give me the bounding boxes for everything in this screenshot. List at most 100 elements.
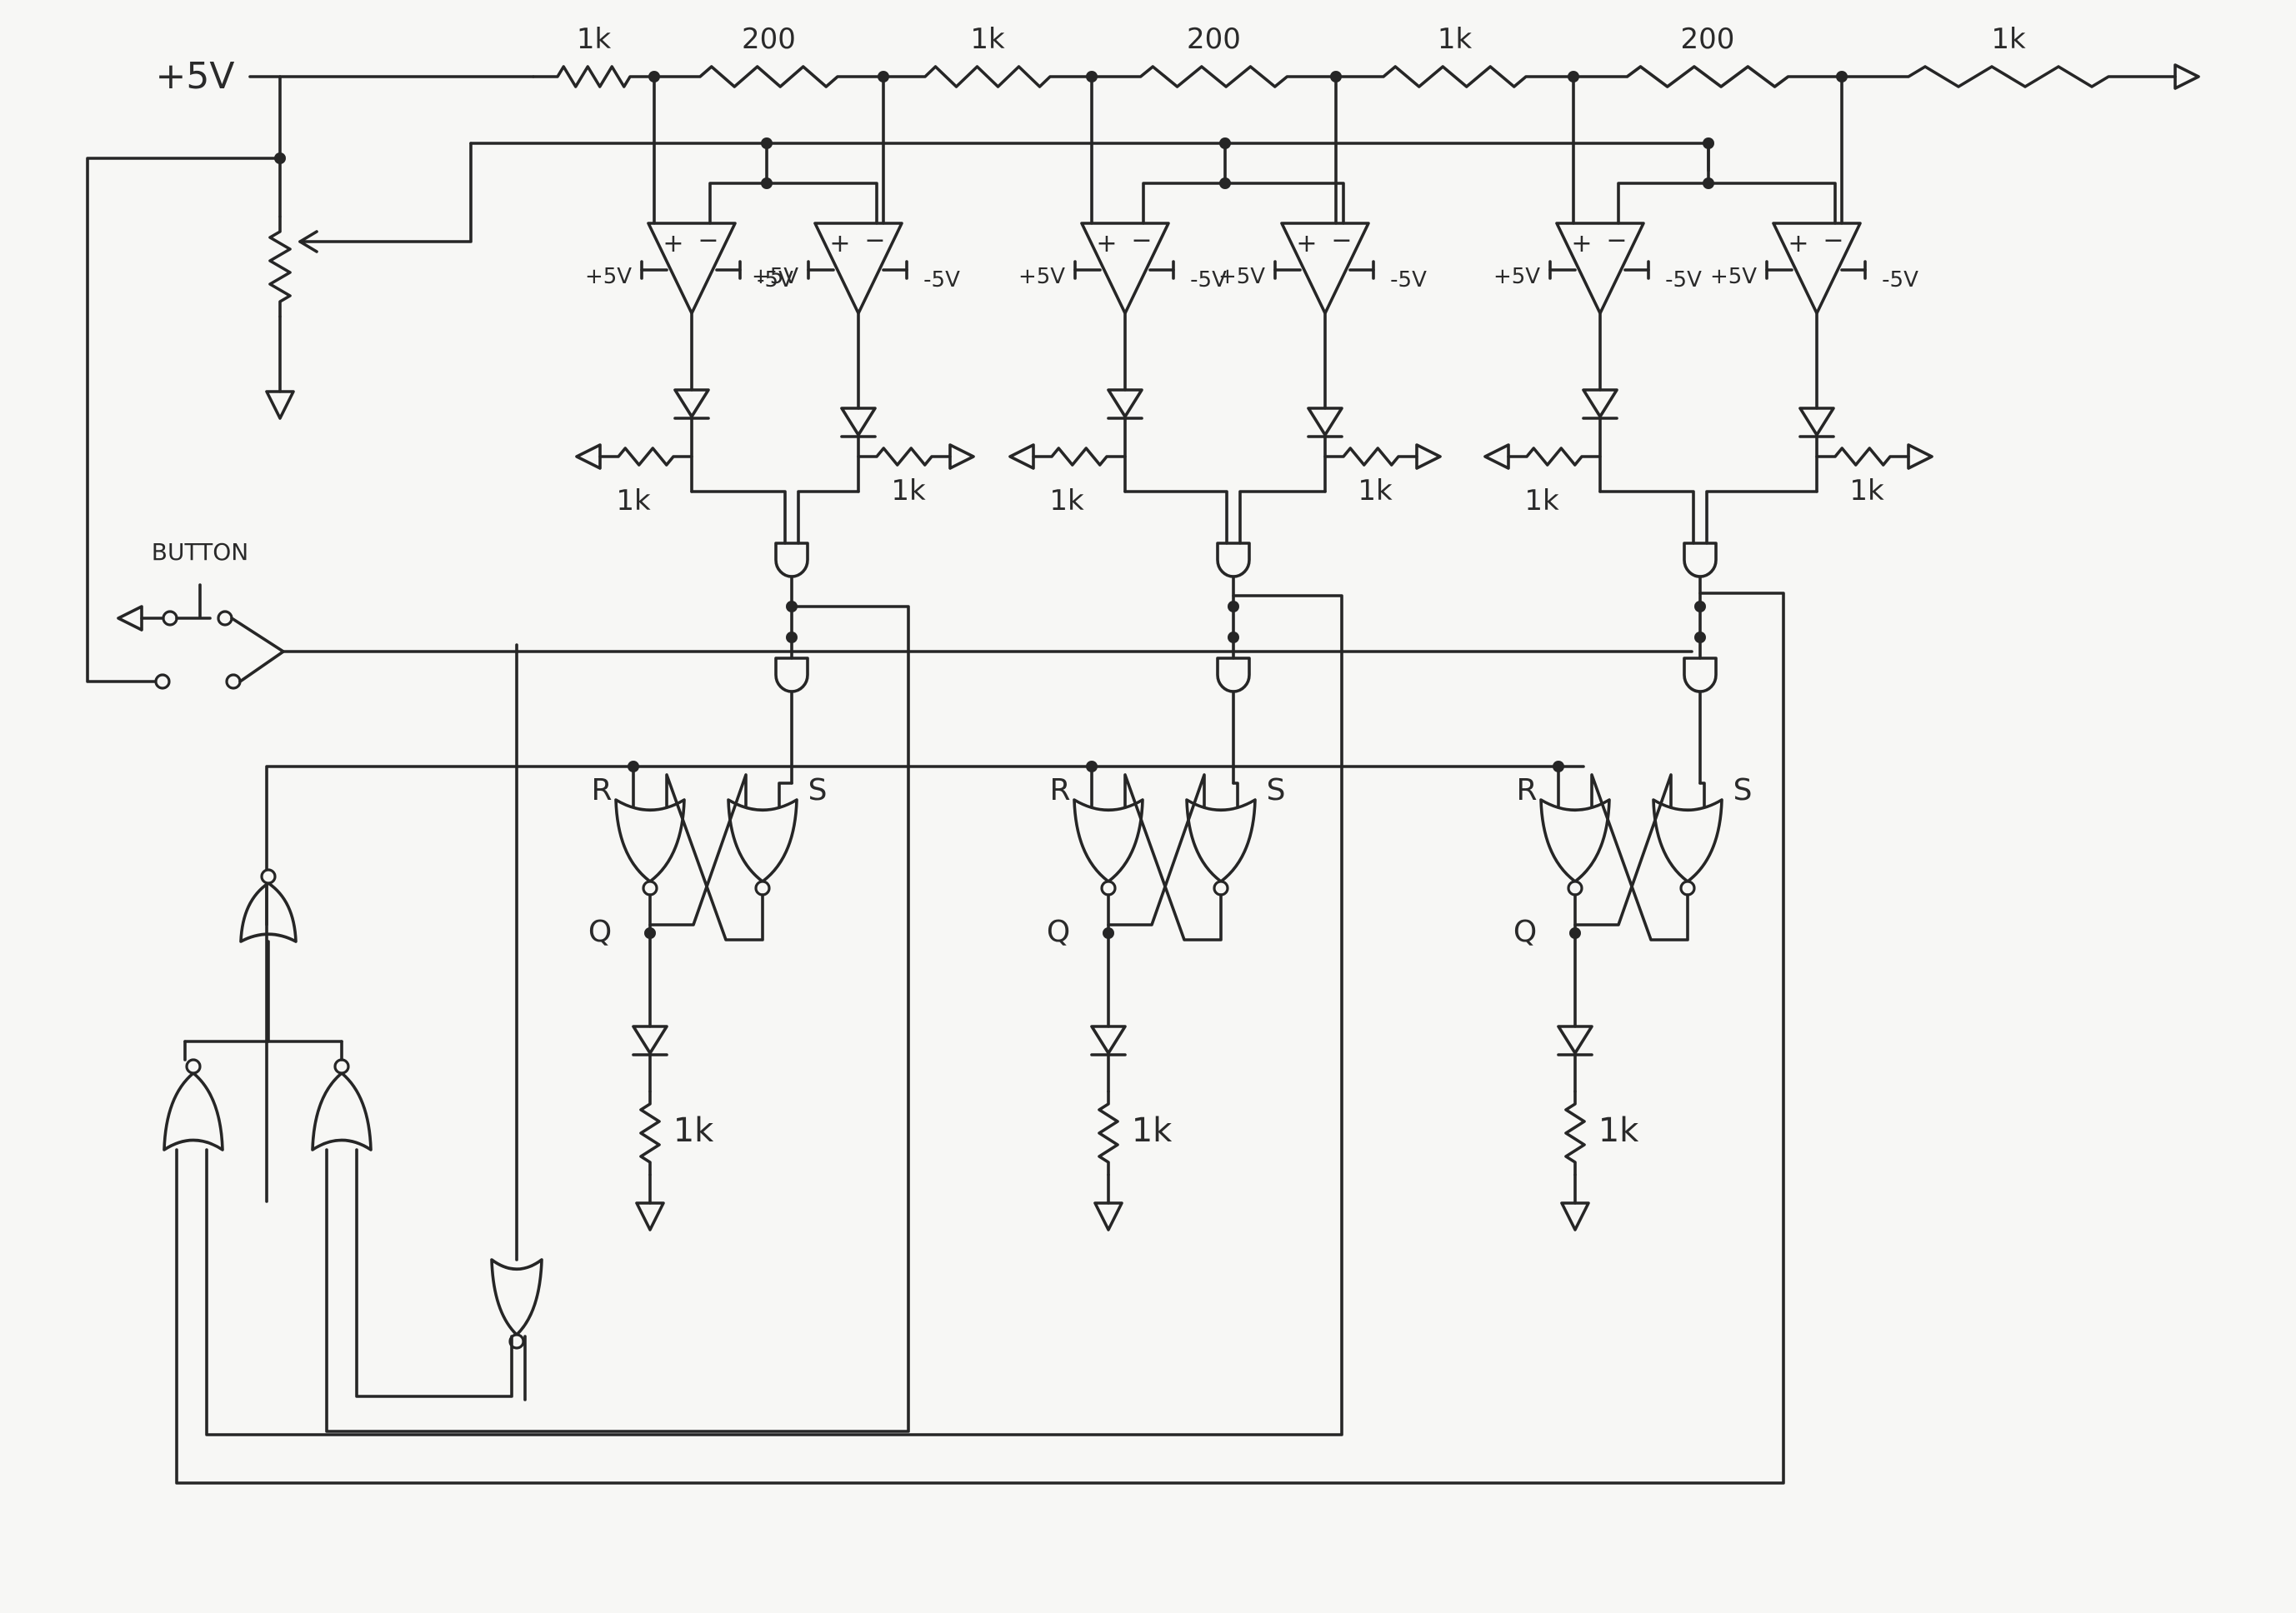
window-and-gate-icon [1683, 542, 1718, 578]
inverter-bubble-icon [1679, 880, 1696, 896]
diode-icon [1090, 1025, 1127, 1055]
diode-icon [1798, 407, 1835, 437]
latch-reset-label: R [591, 773, 612, 807]
wire [1123, 490, 1228, 545]
led-resistor-icon [1098, 1090, 1119, 1176]
reset-logic [163, 592, 1785, 1485]
latch-q-label: Q [588, 915, 612, 949]
pulldown-resistor-icon [1815, 447, 1910, 467]
diode-icon [1107, 388, 1143, 418]
switch-contact-icon [225, 673, 242, 690]
resistor-icon [882, 65, 1093, 88]
op-amp-comparator: + −+5V -5V [752, 222, 960, 315]
latch-reset-label: R [1516, 773, 1537, 807]
wire [1698, 782, 1706, 808]
inverting-input-sign: − [1131, 226, 1152, 255]
non-inverting-input-sign: + [829, 229, 850, 258]
cross-couple-wire [1573, 773, 1673, 926]
op-amp-comparator: + −+5V -5V [585, 222, 793, 315]
set-nor-gate-icon [1652, 798, 1723, 883]
potentiometer-resistor-icon [268, 215, 292, 318]
op-amp-positive-supply-label: +5V [752, 264, 798, 289]
op-amp-positive-supply-label: +5V [1493, 264, 1540, 289]
reset-nor-gate-icon [614, 798, 686, 883]
ladder-resistor-label: 1k [577, 22, 612, 56]
pulldown-resistor-label: 1k [891, 474, 926, 507]
wire [1598, 490, 1695, 545]
inverter-bubble-icon [1100, 880, 1117, 896]
ladder-resistor-label: 200 [742, 22, 796, 56]
reference-bus [469, 142, 1710, 172]
ground-icon [265, 390, 295, 420]
ground-icon [1415, 443, 1442, 470]
op-amp-comparator: + −+5V -5V [1710, 222, 1918, 315]
feedback-nor-gate-icon [163, 1071, 224, 1151]
latch-set-label: S [1267, 773, 1286, 807]
ground-icon [1907, 443, 1933, 470]
op-amp-comparator: + −+5V -5V [1493, 222, 1702, 315]
diode-icon [1557, 1025, 1593, 1055]
wire [797, 490, 860, 545]
button-and-gate-icon [774, 657, 809, 693]
feedback-nor-gate-icon [311, 1071, 373, 1151]
op-amp-icon [1080, 222, 1170, 315]
supply-rail: +5V [156, 55, 282, 97]
window-and-gate-icon [1216, 542, 1251, 578]
sr-latch: R S Q 1k [1047, 761, 1286, 1231]
vcc-label: +5V [156, 55, 235, 97]
inverting-input-sign: − [1606, 226, 1627, 255]
led-resistor-icon [1564, 1090, 1586, 1176]
inverter-bubble-icon [333, 1058, 350, 1075]
button-switch: BUTTON [117, 538, 1693, 1203]
resistor-icon [1090, 65, 1338, 88]
op-amp-negative-supply-label: -5V [1190, 267, 1227, 292]
ground-icon [1483, 443, 1510, 470]
op-amp-positive-supply-label: +5V [1710, 264, 1757, 289]
op-amp-positive-supply-label: +5V [1018, 264, 1065, 289]
reference-wire [1617, 142, 1710, 225]
op-amp-icon [647, 222, 737, 315]
latch-q-label: Q [1513, 915, 1537, 949]
resistor-icon [653, 65, 885, 88]
inverting-input-sign: − [864, 226, 885, 255]
reference-wire [1223, 182, 1345, 225]
diode-icon [1582, 388, 1618, 418]
op-amp-negative-supply-label: -5V [923, 267, 960, 292]
set-nor-gate-icon [1185, 798, 1257, 883]
switch-contact-icon [217, 610, 233, 627]
ladder-resistor-label: 200 [1681, 22, 1735, 56]
diode-icon [1307, 407, 1343, 437]
ground-icon [948, 443, 975, 470]
non-inverting-input-sign: + [1296, 229, 1317, 258]
wire [1232, 782, 1239, 808]
ladder-resistor-label: 1k [1991, 22, 2026, 56]
pulldown-resistor-label: 1k [1049, 484, 1084, 517]
cross-couple-wire [665, 773, 764, 941]
button-label: BUTTON [152, 538, 248, 566]
ladder-resistor-label: 1k [1438, 22, 1473, 56]
latch-set-label: S [808, 773, 828, 807]
pulldown-resistor-icon [598, 447, 693, 467]
ground-icon [2173, 63, 2200, 90]
pulldown-resistor-icon [1507, 447, 1602, 467]
wire [778, 782, 793, 808]
resistor-ladder: 1k 200 1k 200 1k 200 1k [278, 22, 2200, 90]
ground-icon [635, 1201, 665, 1231]
ground-icon [575, 443, 602, 470]
op-amp-icon [813, 222, 903, 315]
op-amp-negative-supply-label: -5V [757, 267, 793, 292]
inverter-bubble-icon [1213, 880, 1229, 896]
op-amp-comparator: + − +5V -5V [1018, 222, 1227, 315]
reset-or-gate-icon [239, 881, 298, 943]
pulldown-resistor-icon [857, 447, 952, 467]
non-inverting-input-sign: + [1096, 229, 1117, 258]
switch-contact-icon [162, 610, 178, 627]
window-and-gate-icon [774, 542, 809, 578]
op-amp-negative-supply-label: -5V [1665, 267, 1702, 292]
latch-q-label: Q [1047, 915, 1070, 949]
resistor-icon [532, 65, 656, 88]
set-nor-gate-icon [727, 798, 798, 883]
